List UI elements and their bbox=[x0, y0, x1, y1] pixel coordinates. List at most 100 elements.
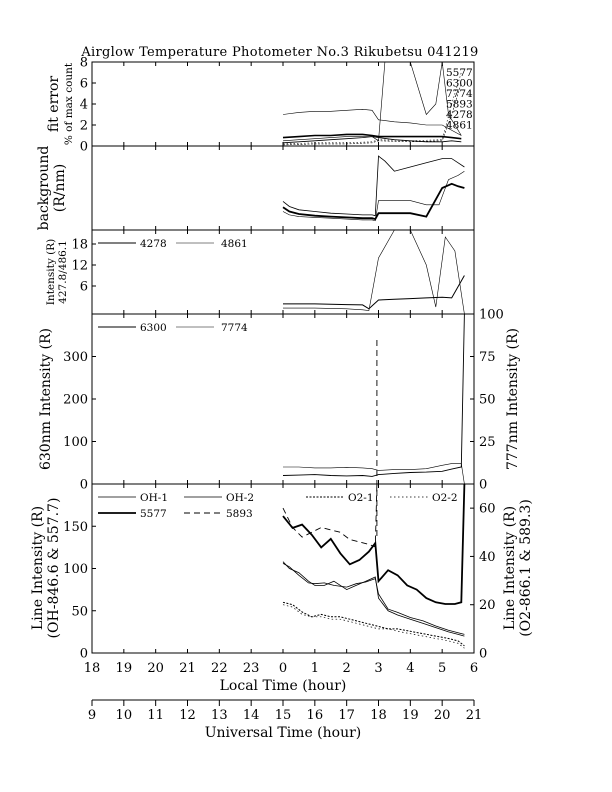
x-tick-label-local: 5 bbox=[438, 661, 446, 676]
fit-error-legend-label: 5577 bbox=[446, 67, 473, 79]
x-tick-label-local: 6 bbox=[470, 661, 478, 676]
y-tick-label: 6 bbox=[80, 280, 88, 295]
y-tick-label: 200 bbox=[63, 393, 88, 408]
line-intensity-ylabel-2: (OH-846.6 & 557.7) bbox=[46, 498, 62, 639]
y-tick-label: 0 bbox=[80, 140, 88, 155]
y-tick-label: 0 bbox=[80, 478, 88, 493]
background-series-line bbox=[282, 170, 465, 222]
fit-error-series-line bbox=[282, 108, 462, 136]
x-tick-label-local: 23 bbox=[243, 661, 260, 676]
y-tick-label-right: 40 bbox=[479, 550, 496, 565]
fit-error-series-line bbox=[282, 136, 462, 144]
legend-label-line-intensity: 5577 bbox=[140, 508, 167, 520]
legend-label-7774: 7774 bbox=[221, 322, 248, 334]
line-intensity-series-line bbox=[282, 601, 465, 647]
x2-tick-label-universal: 21 bbox=[466, 708, 483, 723]
fit-error-legend-label: 4278 bbox=[446, 109, 473, 121]
x-tick-label-local: 22 bbox=[211, 661, 228, 676]
y-tick-label-right: 20 bbox=[479, 598, 496, 613]
line-intensity-series-line bbox=[282, 483, 378, 548]
background-series-line bbox=[282, 182, 465, 221]
legend-label-4861: 4861 bbox=[221, 238, 248, 250]
blue-intensity-ylabel-2: 427.8/486.1 bbox=[57, 240, 69, 304]
panel-red-green-frame bbox=[91, 313, 475, 485]
fit-error-series-line bbox=[282, 72, 462, 145]
line-intensity-series-line bbox=[282, 561, 465, 637]
fit-error-ylabel-2: % of max count bbox=[63, 62, 75, 145]
x2-tick-label-universal: 14 bbox=[243, 708, 260, 723]
legend-label-4278: 4278 bbox=[140, 238, 167, 250]
figure-title: Airglow Temperature Photometer No.3 Riku… bbox=[80, 45, 478, 60]
blue-intensity-series-line bbox=[283, 275, 465, 310]
red-intensity-ylabel: 630nm Intensity (R) bbox=[38, 328, 54, 470]
panel-background-frame bbox=[91, 145, 475, 231]
fit-error-ylabel-1: fit error bbox=[46, 76, 62, 133]
x-tick-label-local: 3 bbox=[374, 661, 382, 676]
y-tick-label: 4 bbox=[80, 98, 88, 113]
y-tick-label: 150 bbox=[63, 520, 88, 535]
fit-error-legend-label: 7774 bbox=[446, 88, 473, 100]
x2-tick-label-universal: 13 bbox=[211, 708, 228, 723]
background-ylabel-1: background bbox=[36, 146, 52, 231]
local-time-xlabel: Local Time (hour) bbox=[220, 678, 347, 694]
y-tick-label: 100 bbox=[63, 435, 88, 450]
legend-label-line-intensity: O2-1 bbox=[348, 492, 374, 504]
x2-tick-label-universal: 17 bbox=[338, 708, 355, 723]
fit-error-legend-label: 4861 bbox=[446, 120, 473, 132]
fit-error-legend-label: 6300 bbox=[446, 78, 473, 90]
green-intensity-ylabel-right: 777nm Intensity (R) bbox=[505, 328, 521, 470]
y-tick-label: 100 bbox=[63, 562, 88, 577]
line-intensity-ylabel-1: Line Intensity (R) bbox=[30, 506, 46, 630]
universal-time-xlabel: Universal Time (hour) bbox=[205, 725, 362, 741]
x2-tick-label-universal: 11 bbox=[147, 708, 164, 723]
x-tick-label-local: 4 bbox=[406, 661, 414, 676]
y-tick-label-right: 0 bbox=[479, 478, 487, 493]
x-tick-label-local: 18 bbox=[84, 661, 101, 676]
x-tick-label-local: 2 bbox=[343, 661, 351, 676]
legend-label-line-intensity: OH-1 bbox=[140, 492, 168, 504]
legend-label-6300: 6300 bbox=[140, 322, 167, 334]
line-intensity-series-line bbox=[282, 563, 465, 635]
fit-error-series-line bbox=[282, 82, 462, 146]
y-tick-label: 0 bbox=[80, 647, 88, 662]
x-tick-label-local: 19 bbox=[116, 661, 133, 676]
x-tick-label-local: 1 bbox=[311, 661, 319, 676]
legend-label-line-intensity: OH-2 bbox=[226, 492, 254, 504]
x-tick-label-local: 21 bbox=[179, 661, 196, 676]
y-tick-label-right: 75 bbox=[479, 350, 496, 365]
x2-tick-label-universal: 15 bbox=[275, 708, 292, 723]
x2-tick-label-universal: 10 bbox=[116, 708, 133, 723]
fit-error-series-line bbox=[282, 61, 462, 142]
legend-label-line-intensity: 5893 bbox=[226, 508, 253, 520]
line-intensity-series-line bbox=[282, 483, 466, 605]
panel-fit-error-frame bbox=[91, 61, 475, 147]
legend-label-line-intensity: O2-2 bbox=[432, 492, 458, 504]
x-tick-label-local: 20 bbox=[147, 661, 164, 676]
background-series-line bbox=[282, 155, 465, 217]
background-ylabel-2: (R/nm) bbox=[52, 164, 68, 212]
y-tick-label: 50 bbox=[71, 604, 88, 619]
y-tick-label-right: 0 bbox=[479, 647, 487, 662]
y-tick-label: 18 bbox=[71, 238, 88, 253]
fit-error-series-line bbox=[282, 133, 462, 140]
y-tick-label-right: 50 bbox=[479, 393, 496, 408]
x2-tick-label-universal: 20 bbox=[434, 708, 451, 723]
blue-intensity-ylabel-1: Intensity (R) bbox=[45, 239, 57, 305]
line-intensity-ylabel-right-1: Line Intensity (R) bbox=[502, 506, 518, 630]
y-tick-label: 6 bbox=[80, 77, 88, 92]
y-tick-label: 8 bbox=[80, 56, 88, 71]
fit-error-legend-label: 5893 bbox=[446, 99, 473, 111]
red-intensity-series-line bbox=[282, 313, 465, 477]
x2-tick-label-universal: 18 bbox=[370, 708, 387, 723]
line-intensity-ylabel-right-2: (O2-866.1 & 589.3) bbox=[518, 499, 534, 637]
x2-tick-label-universal: 19 bbox=[402, 708, 419, 723]
y-tick-label-right: 25 bbox=[479, 435, 496, 450]
y-tick-label: 300 bbox=[63, 350, 88, 365]
blue-intensity-series-line bbox=[283, 229, 465, 315]
y-tick-label-right: 100 bbox=[479, 308, 504, 323]
y-tick-label-right: 60 bbox=[479, 502, 496, 517]
green-intensity-series-line bbox=[283, 463, 465, 485]
panels: 18 19 20 21 22 23 0 1 2 3 4 5 69 10 11 12 13 14 15 16 17 18 19… bbox=[63, 56, 504, 724]
x2-tick-label-universal: 9 bbox=[88, 708, 96, 723]
